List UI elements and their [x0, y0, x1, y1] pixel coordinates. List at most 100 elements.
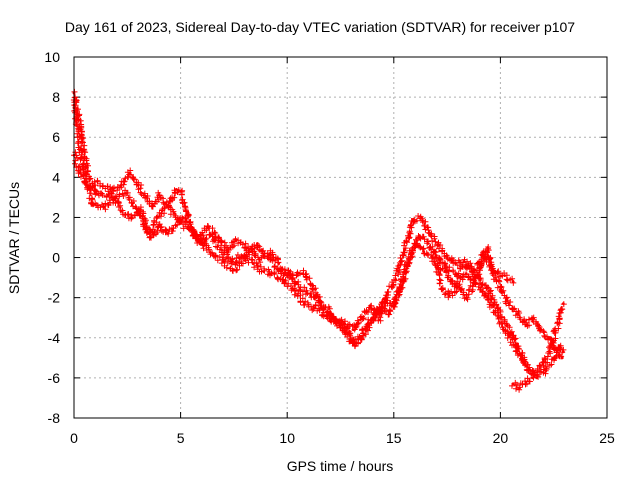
data-point: [311, 284, 315, 288]
series-track-2: [71, 99, 567, 381]
data-point: [322, 308, 325, 312]
data-point: [174, 187, 178, 191]
data-point: [486, 286, 490, 290]
data-point: [217, 236, 221, 239]
data-point: [368, 304, 372, 308]
data-point: [362, 332, 366, 336]
data-point: [219, 248, 223, 251]
data-point: [386, 292, 389, 296]
x-tick-label: 20: [493, 430, 509, 446]
data-point: [172, 212, 176, 215]
data-point: [194, 236, 197, 239]
data-point: [360, 316, 364, 320]
data-point: [454, 272, 458, 275]
data-point: [292, 288, 295, 292]
data-point: [251, 262, 255, 265]
data-point: [435, 266, 438, 269]
data-point: [543, 368, 547, 372]
data-point: [437, 244, 440, 247]
data-point: [273, 272, 276, 275]
x-axis-label: GPS time / hours: [287, 458, 394, 474]
x-tick-label: 5: [177, 430, 185, 446]
data-point: [435, 254, 438, 257]
data-point: [343, 322, 347, 326]
data-point: [503, 274, 507, 278]
data-point: [134, 206, 138, 209]
data-point: [524, 380, 528, 384]
data-point: [456, 286, 460, 290]
data-point: [560, 356, 564, 360]
data-point: [548, 336, 551, 340]
data-point: [441, 288, 445, 292]
data-point: [354, 344, 357, 348]
data-point: [556, 322, 560, 326]
data-point: [166, 204, 170, 207]
data-point: [351, 328, 355, 332]
series-track-3: [71, 149, 517, 333]
data-point: [149, 236, 153, 239]
data-point: [420, 216, 423, 219]
data-point: [371, 316, 374, 320]
data-point: [123, 191, 127, 195]
data-point: [309, 294, 313, 298]
data-point: [524, 324, 528, 328]
data-point: [185, 212, 189, 215]
data-point: [403, 248, 406, 251]
data-point: [157, 193, 161, 197]
data-point: [262, 270, 266, 273]
tick-labels: 0 5 10 15 20 25 -8 -6 -4 -2 0 2 4 6 8 10: [44, 49, 615, 446]
data-point: [202, 244, 206, 247]
y-tick-label: -6: [48, 370, 61, 386]
data-point: [147, 232, 151, 235]
data-point: [300, 272, 304, 275]
y-tick-label: 2: [52, 209, 60, 225]
y-tick-label: -8: [48, 410, 61, 426]
data-point: [511, 280, 515, 284]
y-tick-label: 8: [52, 89, 60, 105]
data-point: [128, 171, 131, 175]
data-point: [486, 246, 490, 249]
y-tick-label: 0: [52, 250, 60, 266]
data-point: [516, 312, 519, 316]
data-point: [411, 218, 415, 221]
data-point: [181, 216, 185, 219]
data-point: [332, 316, 336, 320]
data-point: [377, 318, 381, 322]
data-point: [554, 348, 558, 352]
data-point: [221, 260, 225, 263]
data-point: [490, 268, 494, 271]
x-tick-label: 10: [279, 430, 295, 446]
data-point: [526, 368, 530, 372]
data-point: [511, 382, 515, 386]
data-point: [394, 278, 398, 282]
data-point: [281, 280, 285, 284]
data-point: [432, 260, 436, 263]
data-point: [78, 147, 82, 151]
data-point: [157, 224, 161, 227]
x-tick-label: 25: [599, 430, 615, 446]
data-point: [232, 268, 236, 271]
data-point: [255, 242, 259, 245]
data-point: [93, 191, 97, 195]
data-point: [313, 306, 317, 310]
data-point: [505, 324, 509, 328]
data-point: [400, 284, 404, 288]
plot-frame: [73, 56, 608, 419]
data-point: [277, 262, 281, 265]
y-tick-label: -4: [48, 330, 61, 346]
y-tick-label: 4: [52, 169, 60, 185]
data-point: [138, 208, 142, 211]
data-point: [258, 258, 261, 261]
data-point: [290, 276, 293, 280]
series-markers: [432, 244, 565, 393]
data-point: [211, 252, 214, 255]
data-point: [486, 296, 490, 300]
x-tick-label: 0: [70, 430, 78, 446]
data-point: [302, 302, 306, 306]
data-point: [298, 286, 302, 290]
data-point: [464, 272, 468, 275]
data-point: [78, 125, 82, 129]
data-point: [481, 252, 485, 255]
data-point: [206, 226, 210, 229]
